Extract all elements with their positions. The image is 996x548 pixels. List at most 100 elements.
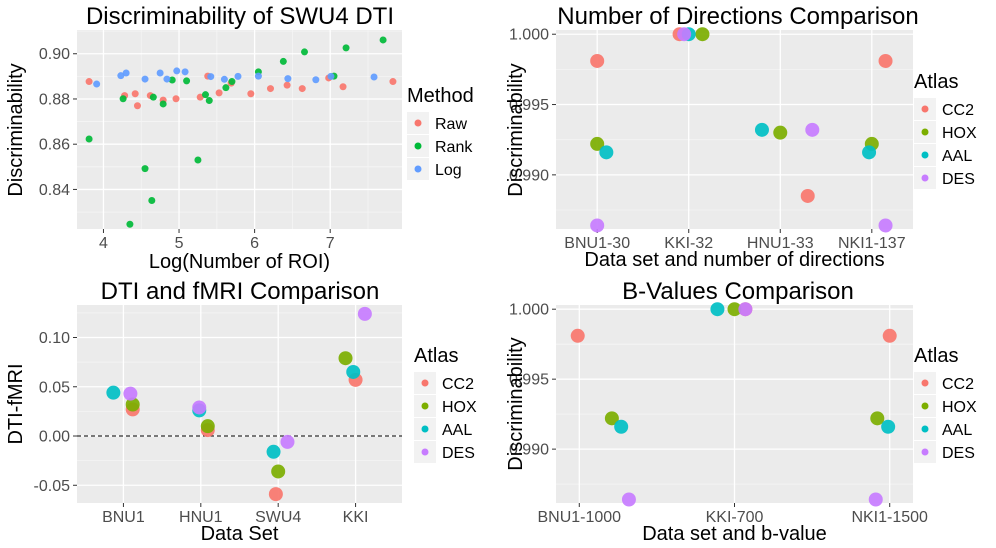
data-point-raw bbox=[196, 93, 204, 101]
legend-label: AAL bbox=[942, 422, 972, 439]
data-point-rank bbox=[228, 78, 236, 86]
legend-key-cc2 bbox=[921, 379, 929, 387]
data-point-rank bbox=[205, 97, 213, 105]
data-point-raw bbox=[266, 85, 274, 93]
legend-label: AAL bbox=[442, 422, 472, 439]
data-point-des bbox=[192, 400, 207, 415]
data-point-rank bbox=[301, 48, 308, 56]
panel-dti-fmri: -0.05 0.00 0.05 0.10 BNU1 HNU1 SWU4 KKI DTI and … bbox=[5, 278, 477, 545]
data-point-rank bbox=[379, 36, 387, 44]
legend-key-log bbox=[414, 165, 422, 173]
data-point-des bbox=[878, 218, 893, 233]
x-axis-title: Data Set bbox=[201, 523, 279, 545]
legend-label: HOX bbox=[942, 399, 977, 416]
chart-title: Discriminability of SWU4 DTI bbox=[86, 3, 394, 30]
legend-label: CC2 bbox=[942, 102, 974, 119]
data-point-des bbox=[805, 122, 820, 137]
legend-label: HOX bbox=[442, 399, 477, 416]
legend-title: Method bbox=[407, 85, 474, 107]
data-point-hox bbox=[604, 411, 619, 426]
data-point-log bbox=[284, 75, 292, 83]
data-point-hox bbox=[695, 27, 710, 42]
x-tick-label: 6 bbox=[250, 235, 259, 252]
data-point-log bbox=[93, 80, 101, 88]
x-axis-title: Log(Number of ROI) bbox=[149, 251, 330, 273]
data-point-log bbox=[220, 75, 228, 83]
data-point-rank bbox=[342, 44, 350, 52]
y-tick-label: 0.00 bbox=[39, 429, 70, 446]
legend-key-rank bbox=[414, 142, 422, 150]
data-point-des bbox=[868, 492, 883, 507]
legend-key-des bbox=[421, 448, 429, 456]
axes: 0.84 0.86 0.88 0.90 4 5 6 7 bbox=[39, 46, 335, 252]
legend-key-cc2 bbox=[421, 379, 429, 387]
gridlines bbox=[77, 30, 402, 229]
data-point-cc2 bbox=[800, 188, 815, 203]
y-tick-label: 0.990 bbox=[509, 442, 549, 459]
x-tick-label: 4 bbox=[99, 235, 108, 252]
y-axis-title: Discriminability bbox=[5, 63, 27, 196]
data-point-raw bbox=[133, 102, 141, 110]
legend-label: AAL bbox=[942, 148, 972, 165]
y-axis-title: Discriminability bbox=[505, 63, 527, 196]
data-point-rank bbox=[201, 91, 209, 99]
x-axis-title: Data set and b-value bbox=[642, 523, 827, 545]
legend-key-cc2 bbox=[921, 105, 929, 113]
x-tick-label: 7 bbox=[326, 235, 335, 252]
data-point-rank bbox=[183, 77, 191, 85]
data-point-aal bbox=[106, 385, 121, 400]
data-point-des bbox=[738, 302, 753, 317]
legend-key-hox bbox=[421, 402, 429, 410]
y-tick-label: 0.990 bbox=[509, 167, 549, 184]
data-point-aal bbox=[599, 145, 614, 160]
legend-label: DES bbox=[942, 445, 975, 462]
legend-label: HOX bbox=[942, 125, 977, 142]
legend-key-hox bbox=[921, 402, 929, 410]
data-point-raw bbox=[172, 95, 180, 103]
legend: Atlas CC2 HOX AAL DES bbox=[914, 71, 977, 189]
data-point-log bbox=[163, 75, 171, 83]
series-des bbox=[590, 27, 893, 233]
data-point-hox bbox=[773, 125, 788, 140]
y-axis-title: Discriminability bbox=[505, 337, 527, 470]
data-point-des bbox=[357, 306, 372, 321]
data-point-raw bbox=[339, 83, 347, 91]
data-point-aal bbox=[266, 444, 281, 459]
data-point-rank bbox=[168, 76, 176, 84]
y-axis-title: DTI-fMRI bbox=[5, 363, 27, 444]
data-point-log bbox=[117, 72, 125, 80]
data-point-aal bbox=[754, 122, 769, 137]
y-tick-label: 0.995 bbox=[509, 97, 549, 114]
series-hox bbox=[125, 351, 353, 479]
data-point-aal bbox=[710, 302, 725, 317]
legend-key-des bbox=[921, 448, 929, 456]
x-tick-label: BNU1-1000 bbox=[537, 509, 621, 526]
data-point-hox bbox=[271, 464, 286, 479]
data-point-log bbox=[181, 68, 189, 76]
data-point-log bbox=[207, 73, 215, 81]
data-point-raw bbox=[131, 90, 139, 98]
data-point-aal bbox=[862, 145, 877, 160]
data-point-log bbox=[254, 72, 262, 80]
data-point-cc2 bbox=[882, 328, 897, 343]
legend-title: Atlas bbox=[914, 71, 958, 93]
series-des bbox=[621, 302, 883, 507]
series-aal bbox=[614, 302, 896, 434]
data-point-hox bbox=[338, 351, 353, 366]
data-point-log bbox=[312, 76, 320, 84]
y-tick-label: 1.000 bbox=[509, 302, 549, 319]
data-point-rank bbox=[222, 84, 230, 92]
data-point-raw bbox=[85, 78, 93, 86]
data-point-log bbox=[234, 72, 242, 80]
data-point-hox bbox=[727, 302, 742, 317]
x-tick-label: BNU1 bbox=[102, 509, 145, 526]
data-point-cc2 bbox=[570, 328, 585, 343]
data-point-raw bbox=[247, 90, 255, 98]
data-point-hox bbox=[590, 136, 605, 151]
data-point-des bbox=[590, 218, 605, 233]
data-point-aal bbox=[346, 364, 361, 379]
legend-label: Rank bbox=[435, 139, 473, 156]
data-point-hox bbox=[125, 397, 140, 412]
data-point-des bbox=[280, 434, 295, 449]
